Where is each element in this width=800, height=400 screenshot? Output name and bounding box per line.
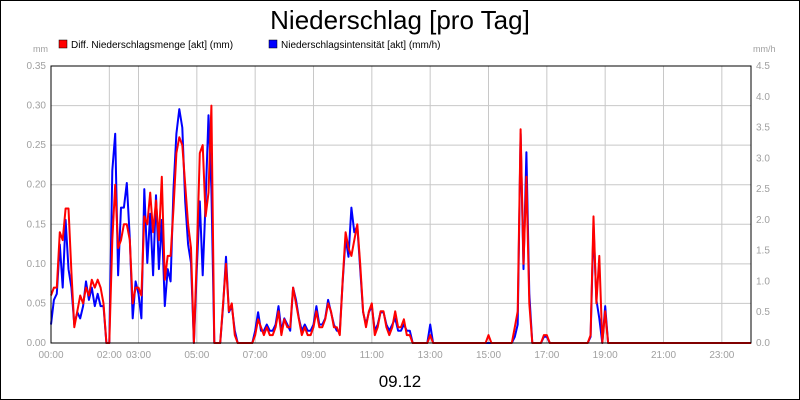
y-left-axis: 0.00 0.05 0.10 0.15 0.20 0.25 0.30 0.35 [27,61,47,349]
y-left-unit: mm [33,44,48,54]
chart-title: Niederschlag [pro Tag] [270,5,530,35]
y-right-tick-label: 2.5 [756,184,770,195]
legend-label-red: Diff. Niederschlagsmenge [akt] (mm) [71,40,233,51]
y-left-tick-label: 0.00 [27,338,47,349]
x-tick-label: 15:00 [476,350,501,361]
y-left-tick-label: 0.20 [27,180,47,191]
y-right-unit: mm/h [753,44,776,54]
legend-swatch-blue [268,39,278,49]
y-left-tick-label: 0.25 [27,140,47,151]
x-tick-label: 03:00 [126,350,151,361]
x-tick-label: 09:00 [301,350,326,361]
x-axis: 00:00 02:00 03:00 05:00 07:00 09:00 11:00 13:00… [38,350,734,361]
date-label: 09.12 [379,372,422,391]
y-right-tick-label: 0.5 [756,307,770,318]
plot-border [50,65,752,344]
y-right-tick-label: 4.5 [756,61,770,72]
y-left-tick-label: 0.30 [27,101,47,112]
y-right-tick-label: 1.5 [756,246,770,257]
y-right-tick-label: 2.0 [756,215,770,226]
x-tick-label: 13:00 [418,350,443,361]
x-tick-label: 05:00 [184,350,209,361]
series-line-blue [50,108,751,344]
y-left-tick-label: 0.35 [27,61,47,72]
y-right-tick-label: 4.0 [756,92,770,103]
y-right-axis: 0.0 0.5 1.0 1.5 2.0 2.5 3.0 3.5 4.0 4.5 [756,61,770,349]
x-tick-label: 02:00 [97,350,122,361]
y-left-tick-label: 0.10 [27,259,47,270]
grid [50,65,751,344]
y-left-tick-label: 0.05 [27,298,47,309]
legend: Diff. Niederschlagsmenge [akt] (mm) Nied… [58,39,441,51]
y-right-tick-label: 3.5 [756,123,770,134]
x-tick-label: 07:00 [243,350,268,361]
y-right-tick-label: 0.0 [756,338,770,349]
y-right-tick-label: 1.0 [756,276,770,287]
x-tick-label: 00:00 [38,350,63,361]
legend-label-blue: Niederschlagsintensität [akt] (mm/h) [281,40,441,51]
x-tick-label: 21:00 [651,350,676,361]
x-tick-label: 19:00 [593,350,618,361]
x-tick-label: 17:00 [534,350,559,361]
x-tick-label: 11:00 [360,350,385,361]
y-right-tick-label: 3.0 [756,153,770,164]
x-tick-label: 23:00 [709,350,734,361]
y-left-tick-label: 0.15 [27,219,47,230]
legend-swatch-red [58,39,68,49]
